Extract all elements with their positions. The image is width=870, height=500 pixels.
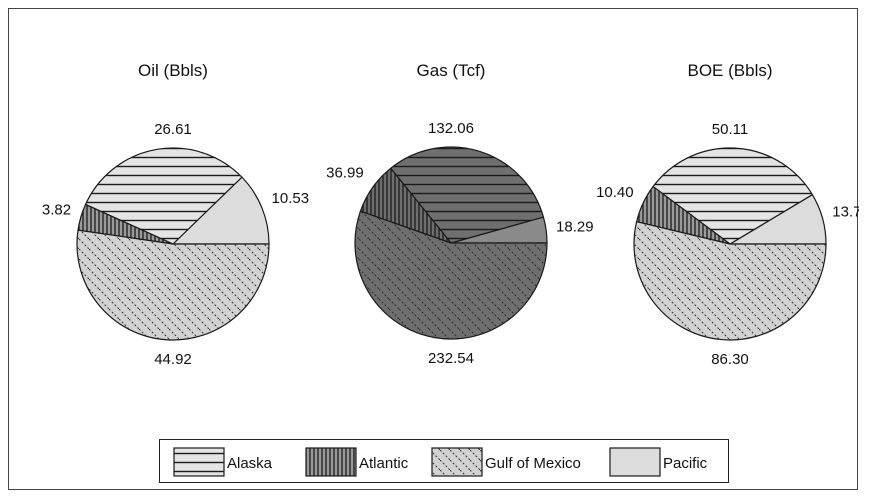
legend-item-atlantic: Atlantic <box>305 447 409 477</box>
legend-item-gulf-of-mexico: Gulf of Mexico <box>431 447 581 477</box>
data-label-alaska: 50.11 <box>712 121 748 138</box>
legend-label-pacific: Pacific <box>663 455 708 472</box>
legend: Alaska Atlantic Gulf of Mexico Pacific <box>159 439 729 483</box>
legend-swatch-gulf-of-mexico <box>431 447 483 477</box>
slice-pacific <box>171 176 270 245</box>
legend-item-alaska: Alaska <box>173 447 273 477</box>
slice-alaska <box>652 147 814 245</box>
legend-label-alaska: Alaska <box>227 455 273 472</box>
legend-label-atlantic: Atlantic <box>359 455 409 472</box>
pie-gas-tcf: Gas (Tcf) 18.29 132.06 36.99 232.54 <box>326 61 593 367</box>
data-label-atlantic: 36.99 <box>326 165 364 182</box>
chart-title: BOE (Bbls) <box>687 61 772 80</box>
pie-boe-bbls: BOE (Bbls) 13.79 50.11 10.40 86.30 <box>596 61 859 368</box>
legend-swatch-alaska <box>173 447 225 477</box>
data-label-alaska: 132.06 <box>428 120 474 137</box>
data-label-gulf-of-mexico: 232.54 <box>428 350 474 367</box>
data-label-atlantic: 10.40 <box>596 184 634 201</box>
data-label-pacific: 18.29 <box>556 218 594 235</box>
pie-oil-bbls: Oil (Bbls) 10.53 26.61 3.82 44.92 <box>42 61 309 368</box>
data-label-pacific: 13.79 <box>832 203 859 220</box>
slice-gulf-of-mexico <box>354 210 548 340</box>
chart-title: Gas (Tcf) <box>417 61 486 80</box>
slice-alaska <box>84 147 243 245</box>
data-label-atlantic: 3.82 <box>42 202 71 219</box>
slice-alaska <box>389 146 545 244</box>
data-label-alaska: 26.61 <box>154 121 192 138</box>
slice-gulf-of-mexico <box>633 220 827 341</box>
legend-item-pacific: Pacific <box>609 447 708 477</box>
legend-label-gulf-of-mexico: Gulf of Mexico <box>485 455 581 472</box>
legend-swatch-atlantic <box>305 447 357 477</box>
data-label-pacific: 10.53 <box>272 190 310 207</box>
chart-frame: Oil (Bbls) 10.53 26.61 3.82 44.92 Gas (Tcf) 18… <box>8 8 859 490</box>
legend-swatches: Alaska Atlantic Gulf of Mexico Pacific <box>173 447 708 477</box>
slice-gulf-of-mexico <box>76 229 270 341</box>
pie-charts: Oil (Bbls) 10.53 26.61 3.82 44.92 Gas (Tcf) 18… <box>42 61 859 368</box>
data-label-gulf-of-mexico: 44.92 <box>154 351 192 368</box>
data-label-gulf-of-mexico: 86.30 <box>711 351 749 368</box>
chart-title: Oil (Bbls) <box>138 61 208 80</box>
legend-swatch-pacific <box>609 447 661 477</box>
